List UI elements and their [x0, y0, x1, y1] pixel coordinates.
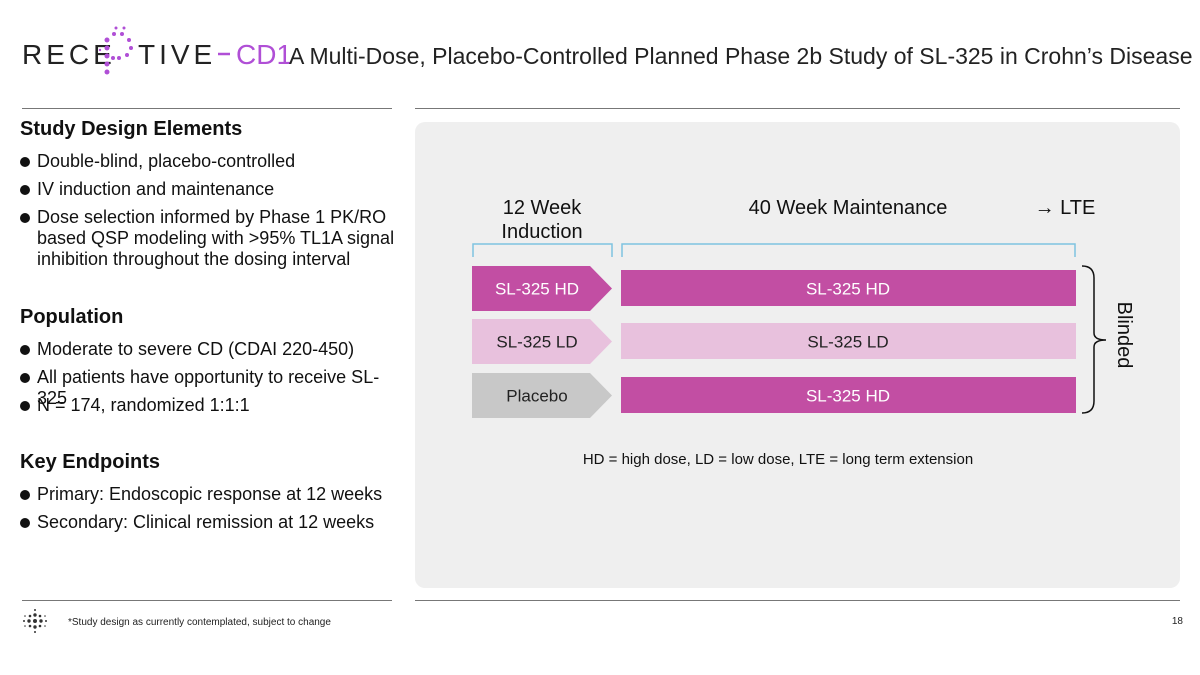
maintenance-bar: [621, 323, 1076, 359]
logo-text: RECE: [22, 39, 116, 70]
arm-label: SL-325 HD: [495, 280, 579, 299]
bullet: N = 174, randomized 1:1:1: [20, 395, 397, 416]
diagram: 12 Week Induction 40 Week Maintenance → LTE…: [472, 197, 1135, 468]
logo-p: [98, 26, 133, 75]
phase-label: → LTE: [1035, 197, 1096, 219]
bullet: Secondary: Clinical remission at 12 week…: [20, 512, 397, 533]
bullet: IV induction and maintenance: [20, 179, 397, 200]
bullet: All patients have opportunity to receive…: [20, 367, 397, 409]
phase-label: 40 Week Maintenance: [749, 197, 948, 219]
arm-label: SL-325 HD: [806, 387, 890, 406]
arm-label: SL-325 LD: [807, 333, 888, 352]
maintenance-bar: [621, 270, 1076, 306]
induction-arrow: [472, 266, 612, 311]
rule: [415, 108, 1180, 109]
section-heading: Population: [20, 306, 124, 328]
arm-label: Placebo: [506, 387, 567, 406]
bracket: [472, 243, 613, 257]
arm-label: SL-325 HD: [806, 280, 890, 299]
title: A Multi-Dose, Placebo-Controlled Planned…: [289, 43, 1192, 69]
footer-logo: [23, 609, 47, 633]
page-number: 18: [1172, 616, 1184, 627]
section-heading: Key Endpoints: [20, 451, 161, 473]
phase-label-line: Induction: [501, 221, 582, 243]
induction-arrow: [472, 373, 612, 418]
section-heading: Study Design Elements: [20, 118, 243, 140]
bullet: Primary: Endoscopic response at 12 weeks: [20, 484, 397, 505]
bracket: [621, 243, 1076, 257]
bullet: Moderate to severe CD (CDAI 220-450): [20, 339, 397, 360]
induction-arrow: [472, 319, 612, 364]
rule: [22, 108, 392, 109]
rule: [415, 600, 1180, 601]
blinded-label: Blinded: [1113, 302, 1135, 369]
rule: [22, 600, 392, 601]
brace: [1081, 265, 1107, 414]
maintenance-bar: [621, 377, 1076, 413]
phase-label: 12 Week Induction: [501, 197, 582, 243]
arm-label: SL-325 LD: [496, 333, 577, 352]
logo-suffix: CD1: [236, 39, 292, 70]
bullet: Double-blind, placebo-controlled: [20, 151, 397, 172]
bullet: Dose selection informed by Phase 1 PK/RO…: [20, 207, 397, 270]
phase-label-line: 12 Week: [503, 197, 583, 219]
footnote: *Study design as currently contemplated,…: [68, 617, 331, 628]
legend-note: HD = high dose, LD = low dose, LTE = lon…: [583, 451, 973, 468]
logo-text: TIVE: [138, 39, 216, 70]
